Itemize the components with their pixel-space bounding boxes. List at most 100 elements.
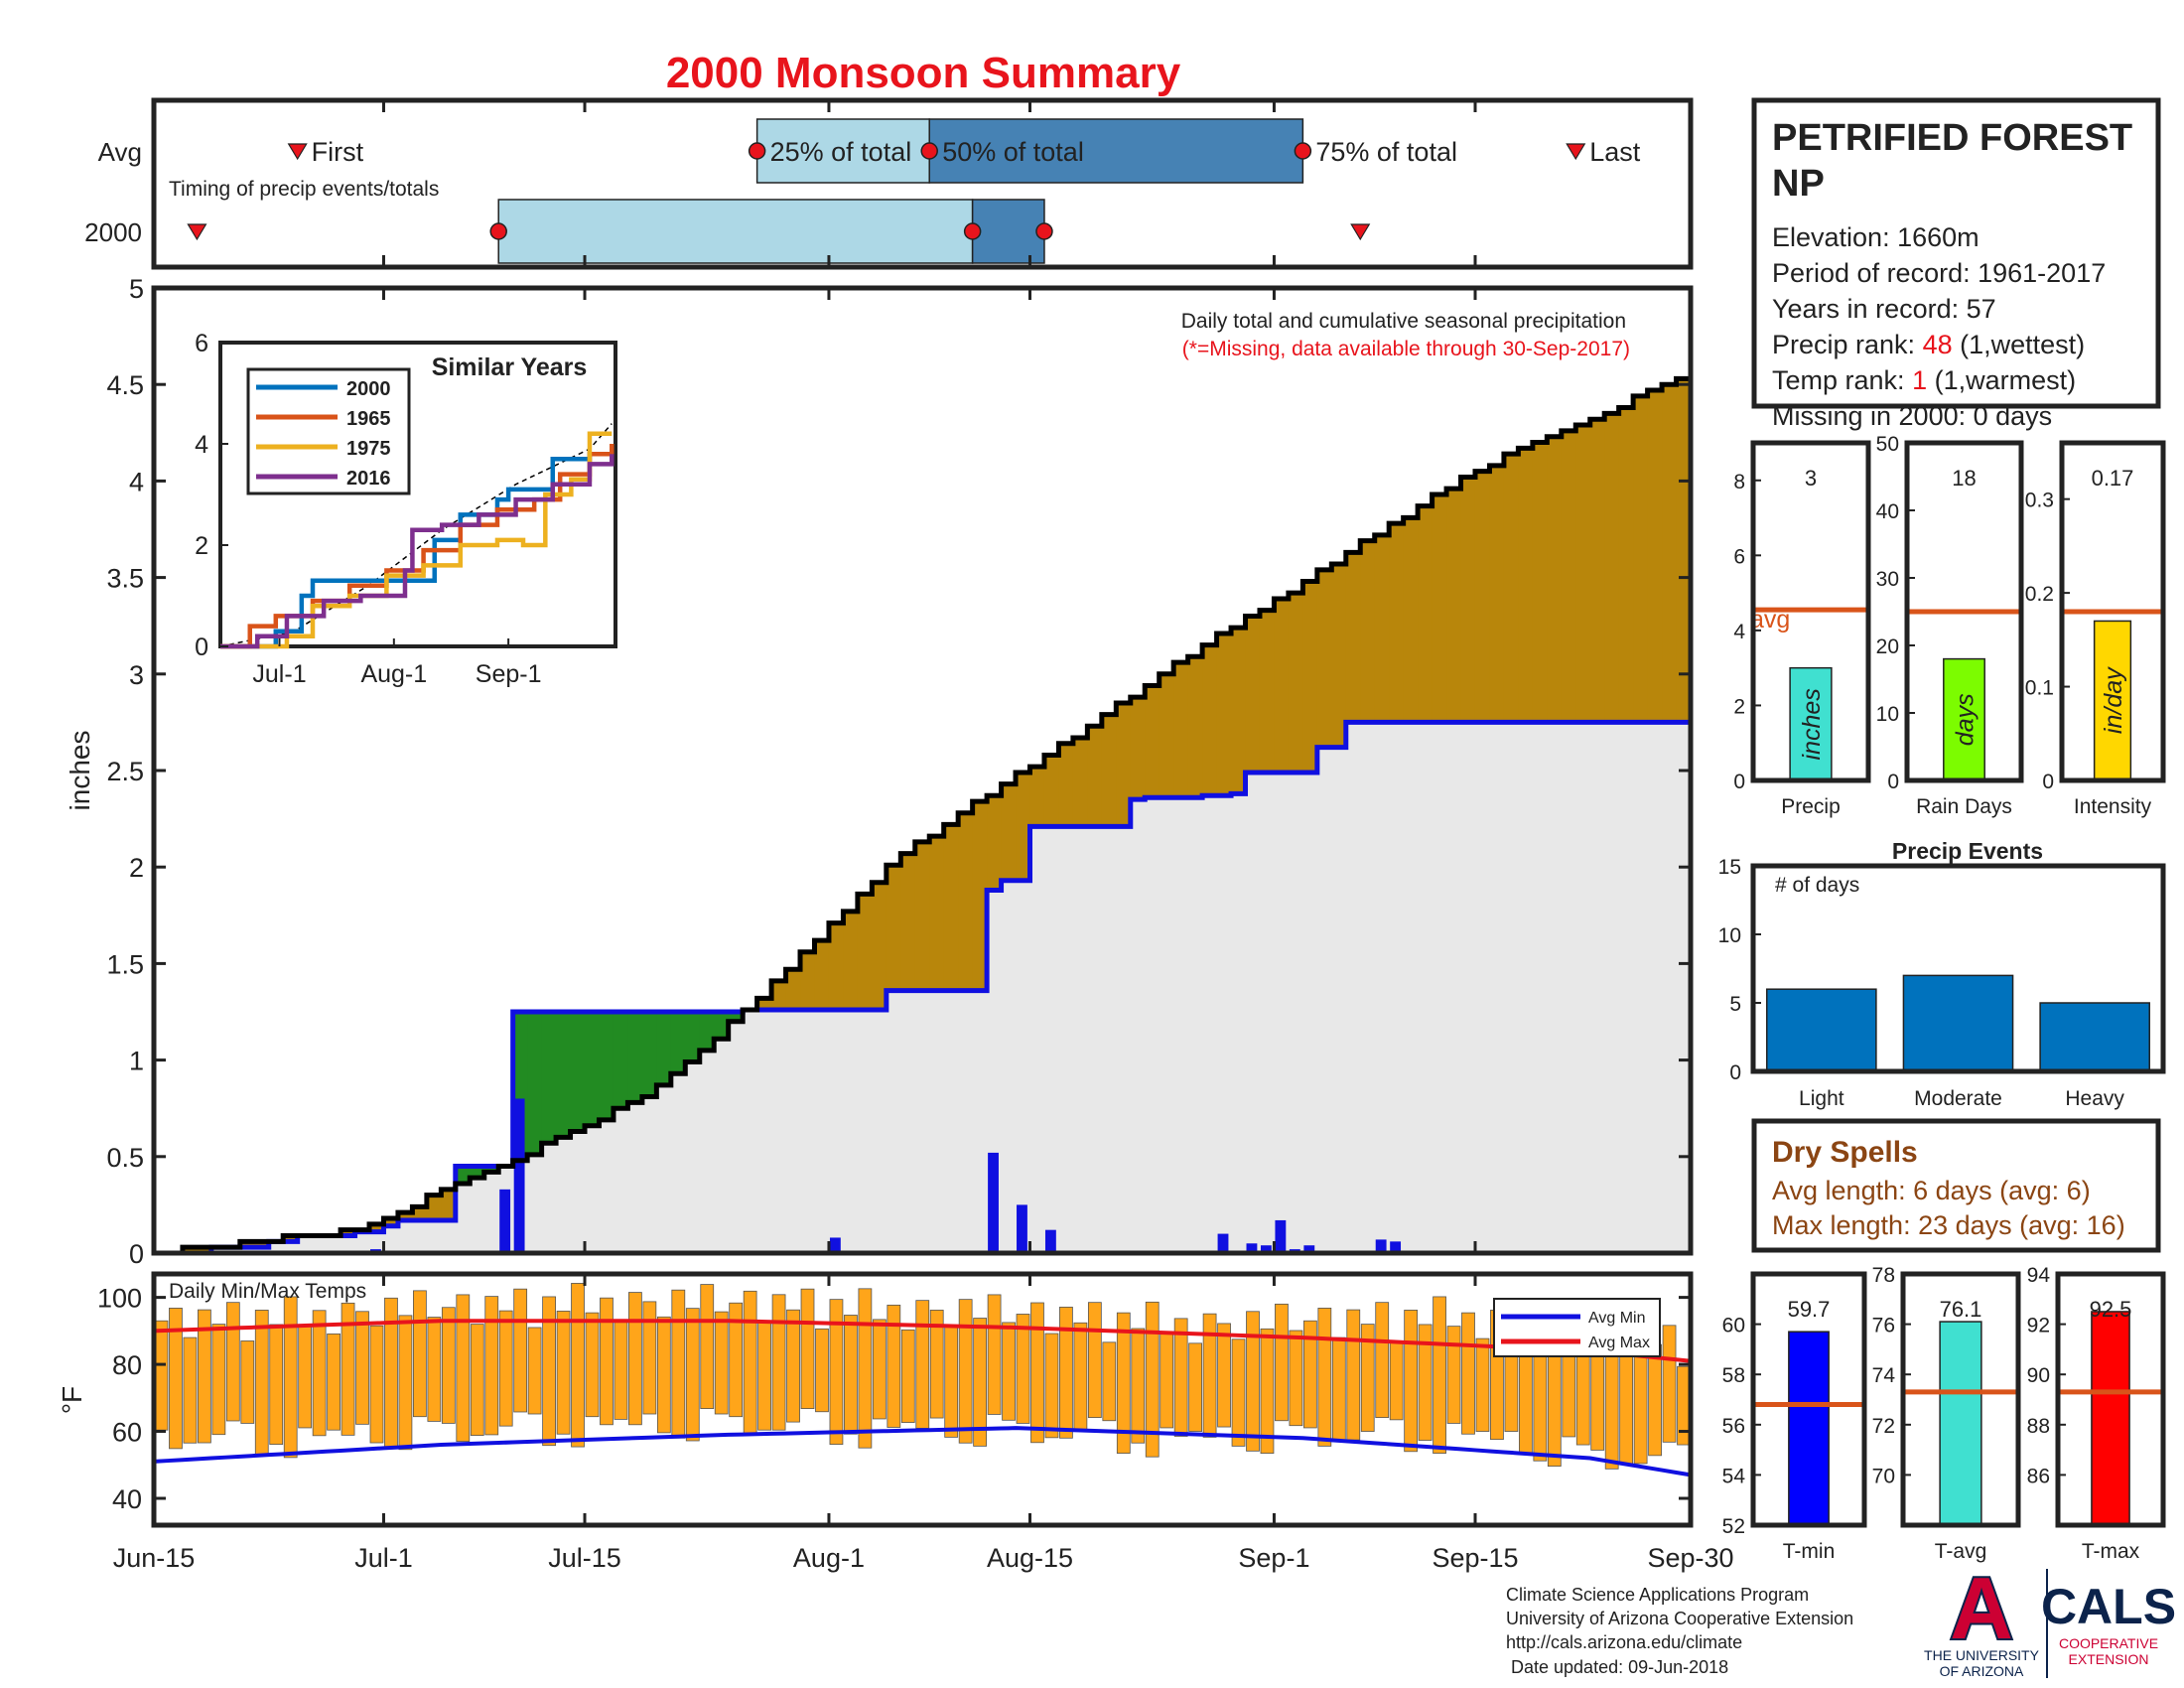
p75-marker xyxy=(1035,222,1053,240)
p50-marker xyxy=(963,222,982,240)
above-average-fill xyxy=(1489,465,1505,723)
station-info-box: PETRIFIED FOREST NP Elevation: 1660m Per… xyxy=(1751,97,2161,431)
base-fill xyxy=(743,1010,758,1253)
station-name-line2: NP xyxy=(1772,163,1825,205)
event-bar-heavy xyxy=(2039,1002,2150,1072)
below-average-fill xyxy=(556,1012,572,1138)
above-average-fill xyxy=(1216,633,1232,796)
cumulative-precip-ylabel: inches xyxy=(65,731,95,811)
legend-2000: 2000 xyxy=(346,378,391,400)
events-y-tick-label: 10 xyxy=(1718,924,1741,947)
stat-y-tick-label: 50 xyxy=(1876,433,1899,456)
stat-value-label: 92.5 xyxy=(2090,1297,2132,1322)
daily-temp-bar xyxy=(1246,1311,1260,1452)
base-fill xyxy=(354,1231,370,1253)
stat-bar xyxy=(1939,1321,1982,1526)
above-average-fill xyxy=(1474,471,1491,723)
above-average-fill xyxy=(1345,552,1361,723)
temp-ylabel: °F xyxy=(57,1386,87,1414)
above-average-fill xyxy=(1432,494,1447,723)
base-fill xyxy=(1245,772,1261,1253)
above-average-fill xyxy=(756,998,772,1011)
stat-bar-label: days xyxy=(1952,693,1979,746)
base-fill xyxy=(1288,772,1303,1253)
event-category-label: Heavy xyxy=(2065,1087,2124,1110)
footer-line2: University of Arizona Cooperative Extens… xyxy=(1506,1609,1853,1628)
base-fill xyxy=(1101,826,1117,1253)
base-fill xyxy=(1374,722,1390,1253)
above-average-fill xyxy=(1202,644,1218,796)
last-marker xyxy=(1350,223,1371,241)
station-elevation: Elevation: 1660m xyxy=(1772,222,1979,252)
daily-temp-bar xyxy=(456,1294,471,1443)
above-average-fill xyxy=(1231,628,1247,794)
above-average-fill xyxy=(987,795,1003,891)
legend-1975: 1975 xyxy=(346,438,391,460)
avg-max-line xyxy=(153,1319,1692,1363)
p75-marker xyxy=(1294,142,1312,160)
temp-legend: Avg Min Avg Max xyxy=(1493,1298,1661,1357)
stat-y-tick-label: 40 xyxy=(1876,500,1899,523)
above-average-fill xyxy=(1676,378,1692,723)
inset-y-tick-label: 2 xyxy=(195,532,208,560)
daily-temp-bar xyxy=(225,1302,240,1422)
above-average-fill xyxy=(814,940,830,1011)
university-of-arizona-logo: A THE UNIVERSITY OF ARIZONA CALS COOPERA… xyxy=(1924,1557,2176,1679)
stat-y-tick-label: 20 xyxy=(1876,635,1899,658)
stat-x-label: Precip xyxy=(1781,795,1841,818)
base-fill xyxy=(656,1084,672,1253)
inset-x-tick-label: Jul-1 xyxy=(252,660,306,688)
daily-temp-bar xyxy=(786,1309,800,1423)
below-average-fill xyxy=(599,1012,614,1120)
x-tick-label: Jul-15 xyxy=(548,1543,621,1573)
timing-box-50-75 xyxy=(971,199,1045,264)
temp-y-tick-label: 40 xyxy=(112,1484,142,1514)
event-bar-light xyxy=(1766,988,1877,1072)
daily-temp-bar xyxy=(484,1296,499,1436)
daily-temp-bar xyxy=(1016,1314,1030,1424)
base-fill xyxy=(1187,797,1203,1253)
base-fill xyxy=(326,1235,341,1253)
stat-y-tick-label: 0.2 xyxy=(2025,583,2054,606)
base-fill xyxy=(1618,722,1634,1253)
base-fill xyxy=(1058,826,1074,1253)
stat-y-tick-label: 94 xyxy=(2027,1264,2051,1287)
event-bar-moderate xyxy=(1902,974,2014,1072)
legend-1965: 1965 xyxy=(346,408,391,430)
above-average-fill xyxy=(441,1189,457,1220)
base-fill xyxy=(1446,722,1462,1253)
daily-temp-bar xyxy=(1202,1313,1217,1438)
stat-bar xyxy=(2093,620,2132,781)
stat-bar xyxy=(1943,657,1985,781)
base-fill xyxy=(383,1225,399,1253)
above-average-fill xyxy=(1288,593,1303,773)
daily-temp-bar xyxy=(887,1304,901,1428)
legend-avg-max: Avg Max xyxy=(1588,1335,1650,1351)
stat-x-label: T-min xyxy=(1783,1540,1836,1563)
stat-y-tick-label: 0 xyxy=(1733,771,1745,793)
below-average-fill xyxy=(656,1012,672,1085)
y-tick-label: 3 xyxy=(129,660,144,690)
daily-temp-bar xyxy=(556,1311,571,1435)
stat-y-tick-label: 0.1 xyxy=(2025,677,2054,700)
stat-x-label: Rain Days xyxy=(1916,795,2012,818)
events-y-tick-label: 5 xyxy=(1729,993,1741,1016)
above-average-fill xyxy=(1403,517,1419,723)
temp-y-tick-label: 60 xyxy=(112,1418,142,1448)
stat-x-label: Intensity xyxy=(2074,795,2152,818)
first-marker xyxy=(187,223,207,241)
daily-temp-bar xyxy=(858,1288,873,1449)
base-fill xyxy=(412,1219,428,1253)
stat-value-label: 0.17 xyxy=(2092,466,2134,491)
stat-avg-label: avg xyxy=(1750,606,1790,633)
base-fill xyxy=(397,1219,414,1253)
base-fill xyxy=(872,1010,887,1253)
daily-temp-bar xyxy=(1475,1337,1490,1432)
x-tick-label: Aug-15 xyxy=(987,1543,1073,1573)
base-fill xyxy=(728,1021,744,1253)
base-fill xyxy=(1432,722,1447,1253)
base-fill xyxy=(1072,826,1088,1253)
above-average-fill xyxy=(1460,477,1476,723)
